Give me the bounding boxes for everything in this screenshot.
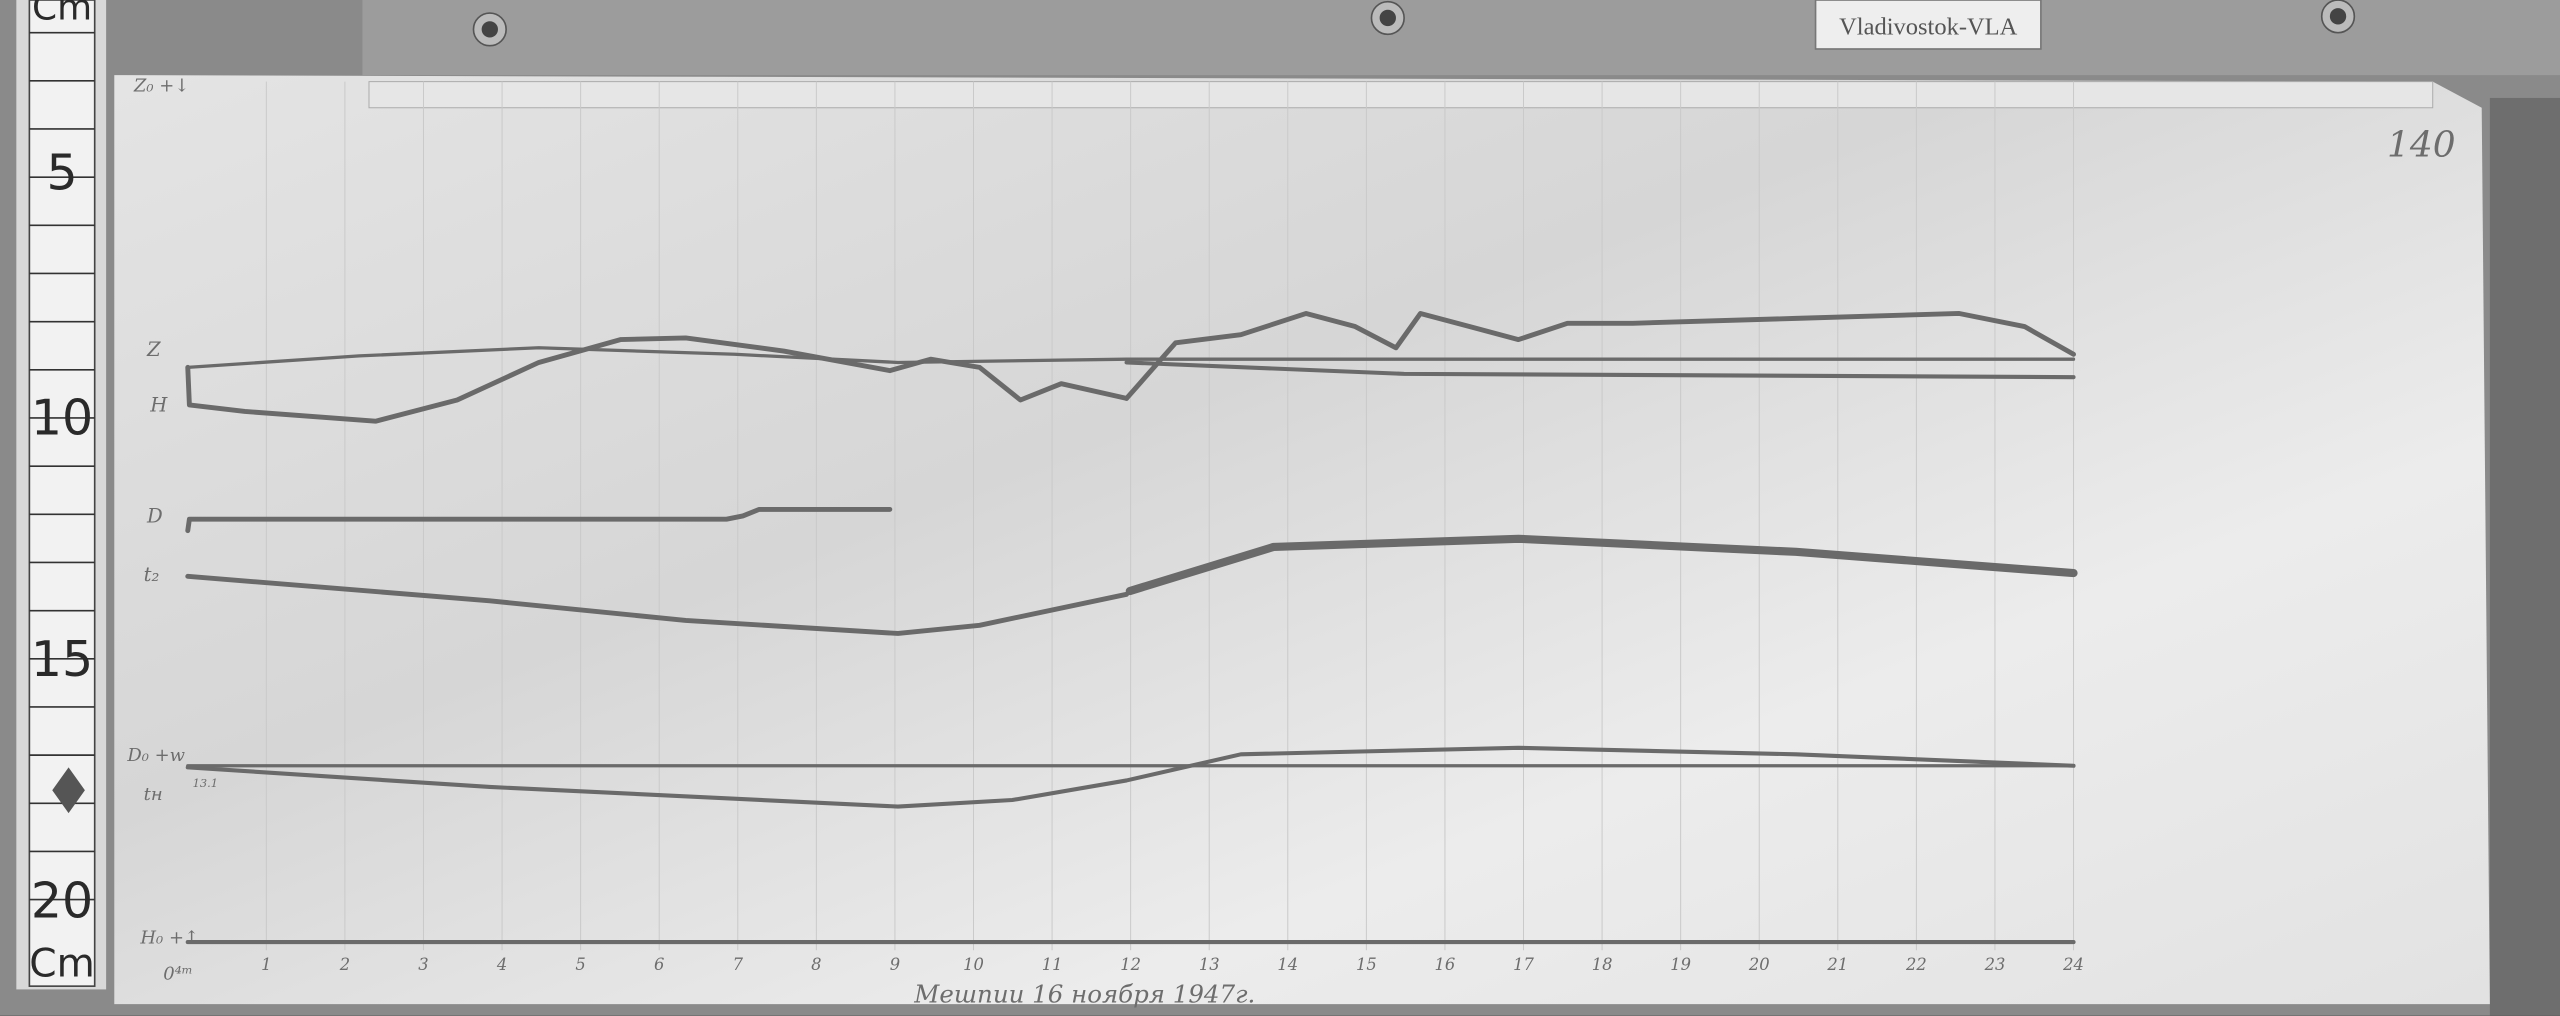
hour-tick-label: 16 xyxy=(1435,955,1456,974)
trace-d xyxy=(185,506,893,534)
trace-t2-second-half xyxy=(1125,534,2078,596)
ruler-mark-10: 10 xyxy=(31,389,93,446)
hour-tick-label: 24 xyxy=(2062,955,2084,974)
label-t2: t₂ xyxy=(144,563,160,586)
ruler-mark-20: 20 xyxy=(31,873,93,930)
label-z0: Z₀ +↓ xyxy=(133,75,189,96)
label-tn: tн xyxy=(144,784,163,805)
hour-tick-label: 15 xyxy=(1356,955,1377,974)
hour-tick-label: 8 xyxy=(811,955,821,974)
hour-tick-label: 21 xyxy=(1826,955,1848,974)
hour-tick-label: 23 xyxy=(1984,955,2006,974)
ruler-unit-top: Cm xyxy=(32,0,92,29)
label-d0-value: 13.1 xyxy=(193,776,218,790)
glass-clamp xyxy=(362,0,2560,76)
screw-icon xyxy=(2320,0,2356,34)
hour-tick-label: 3 xyxy=(418,955,428,974)
hour-tick-label: 19 xyxy=(1670,955,1691,974)
trace-h-first-half xyxy=(185,335,1130,424)
label-z: Z xyxy=(146,338,161,361)
hour-tick-label: 6 xyxy=(654,955,664,974)
hour-tick-label: 10 xyxy=(963,955,984,974)
ruler-mark-5: 5 xyxy=(46,144,77,201)
label-h0: H₀ +↑ xyxy=(139,928,199,949)
ruler-unit-bottom: Cm xyxy=(29,941,95,986)
hour-tick-label: 14 xyxy=(1277,955,1298,974)
hour-tick-label: 11 xyxy=(1042,955,1063,974)
hour-tick-label: 1 xyxy=(261,955,271,974)
date-caption: Мешпии 16 ноября 1947г. xyxy=(913,979,1255,1008)
trace-z-second-half xyxy=(1124,360,2076,380)
screw-icon xyxy=(1370,0,1405,36)
hour-tick-label: 20 xyxy=(1748,955,1770,974)
hour-tick-label: 12 xyxy=(1120,955,1141,974)
trace-t2-first-half xyxy=(185,573,1130,636)
hour-tick-label: 7 xyxy=(733,955,744,974)
label-d: D xyxy=(146,504,163,527)
station-label: Vladivostok-VLA xyxy=(1839,13,2017,40)
hour-tick-label: 22 xyxy=(1905,955,1927,974)
hour-tick-label: 2 xyxy=(339,955,350,974)
ruler-face xyxy=(28,0,96,987)
sheet-number: 140 xyxy=(2387,125,2456,166)
paper-fold xyxy=(368,81,2434,109)
ruler-mark-15: 15 xyxy=(31,631,93,688)
hour-label-start: 0⁴ᵐ xyxy=(163,964,193,985)
trace-tn xyxy=(185,745,2076,809)
hour-tick-label: 4 xyxy=(496,955,507,974)
station-label-card xyxy=(1814,0,2042,50)
hour-tick-label: 18 xyxy=(1592,955,1613,974)
hour-tick-label: 5 xyxy=(575,955,585,974)
screw-icon xyxy=(472,12,507,47)
trace-h-second-half xyxy=(1124,311,2076,401)
board-edge xyxy=(2489,97,2560,1016)
hour-tick-label: 17 xyxy=(1513,955,1534,974)
label-h: H xyxy=(149,393,168,416)
hour-tick-label: 13 xyxy=(1199,955,1220,974)
label-d0: D₀ +w xyxy=(126,745,185,766)
chart-paper xyxy=(114,75,2490,1005)
hour-tick-label: 9 xyxy=(890,955,900,974)
